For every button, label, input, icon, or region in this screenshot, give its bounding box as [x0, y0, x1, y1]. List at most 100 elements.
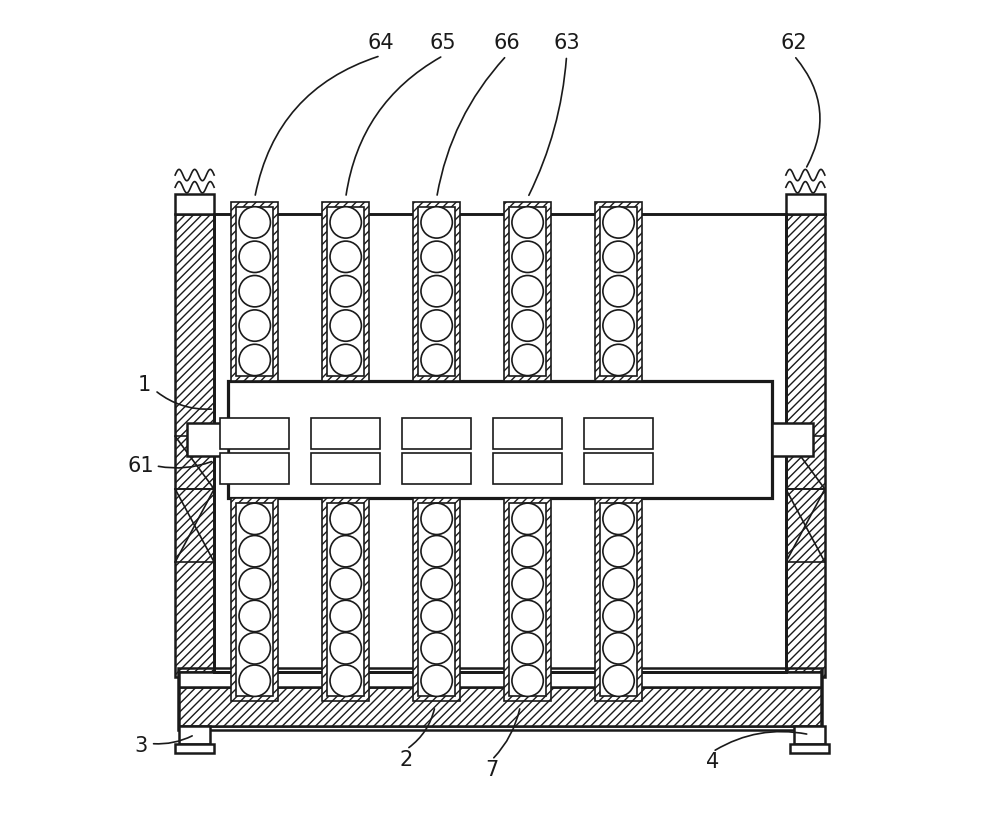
Circle shape [330, 568, 361, 600]
Bar [600, 206, 637, 376]
Circle shape [330, 535, 361, 567]
Circle shape [330, 633, 361, 664]
Bar [322, 202, 369, 381]
Circle shape [512, 535, 543, 567]
Bar [175, 194, 214, 214]
Bar [311, 418, 380, 449]
Circle shape [421, 568, 452, 600]
Bar [418, 503, 455, 696]
Circle shape [239, 276, 270, 307]
Bar [595, 202, 642, 381]
Bar [509, 503, 546, 696]
Circle shape [512, 633, 543, 664]
Bar [179, 672, 821, 726]
Bar [786, 214, 825, 677]
Bar [790, 743, 829, 753]
Circle shape [239, 633, 270, 664]
Circle shape [603, 241, 634, 273]
Text: 63: 63 [553, 34, 580, 54]
Circle shape [603, 276, 634, 307]
Circle shape [330, 503, 361, 534]
Circle shape [603, 665, 634, 696]
Circle shape [512, 206, 543, 238]
Bar [231, 202, 278, 381]
Circle shape [239, 344, 270, 376]
Text: 65: 65 [430, 34, 456, 54]
Text: 61: 61 [128, 456, 154, 476]
Circle shape [512, 568, 543, 600]
Bar [402, 418, 471, 449]
Text: 62: 62 [781, 34, 807, 54]
Circle shape [603, 535, 634, 567]
Bar [220, 453, 289, 484]
Circle shape [512, 344, 543, 376]
Bar [175, 214, 214, 677]
Bar [600, 503, 637, 696]
Text: 64: 64 [367, 34, 394, 54]
Circle shape [239, 241, 270, 273]
Bar [236, 503, 273, 696]
Bar [402, 453, 471, 484]
Bar [220, 418, 289, 449]
Circle shape [421, 535, 452, 567]
Bar [327, 503, 364, 696]
Circle shape [330, 241, 361, 273]
Bar [179, 686, 821, 726]
Circle shape [603, 568, 634, 600]
Bar [786, 194, 825, 214]
Bar [493, 418, 562, 449]
Circle shape [421, 276, 452, 307]
Bar [509, 206, 546, 376]
Circle shape [512, 503, 543, 534]
Circle shape [512, 241, 543, 273]
Circle shape [330, 276, 361, 307]
Circle shape [512, 601, 543, 632]
Circle shape [421, 206, 452, 238]
Circle shape [330, 665, 361, 696]
Circle shape [421, 241, 452, 273]
Circle shape [239, 206, 270, 238]
Text: 3: 3 [134, 736, 148, 756]
Circle shape [421, 344, 452, 376]
Circle shape [330, 206, 361, 238]
Bar [179, 672, 821, 686]
Bar [178, 668, 822, 729]
Bar [228, 381, 772, 498]
Circle shape [603, 601, 634, 632]
Bar [595, 498, 642, 701]
Circle shape [603, 633, 634, 664]
Bar [187, 423, 228, 456]
Circle shape [603, 206, 634, 238]
Circle shape [421, 503, 452, 534]
Text: 4: 4 [706, 752, 719, 772]
Circle shape [330, 601, 361, 632]
Circle shape [239, 310, 270, 341]
Bar [179, 726, 210, 743]
Bar [322, 498, 369, 701]
Bar [584, 418, 653, 449]
Bar [772, 423, 813, 456]
Bar [413, 498, 460, 701]
Circle shape [421, 310, 452, 341]
Circle shape [239, 568, 270, 600]
Bar [493, 453, 562, 484]
Bar [418, 206, 455, 376]
Circle shape [421, 665, 452, 696]
Circle shape [330, 310, 361, 341]
Text: 2: 2 [400, 750, 413, 770]
Circle shape [239, 535, 270, 567]
Bar [584, 453, 653, 484]
Circle shape [512, 310, 543, 341]
Bar [236, 206, 273, 376]
Bar [175, 743, 214, 753]
Bar [327, 206, 364, 376]
Text: 1: 1 [138, 374, 151, 395]
Bar [231, 498, 278, 701]
Bar [794, 726, 825, 743]
Circle shape [239, 503, 270, 534]
Bar [504, 202, 551, 381]
Circle shape [239, 601, 270, 632]
Bar [413, 202, 460, 381]
Circle shape [421, 633, 452, 664]
Circle shape [603, 310, 634, 341]
